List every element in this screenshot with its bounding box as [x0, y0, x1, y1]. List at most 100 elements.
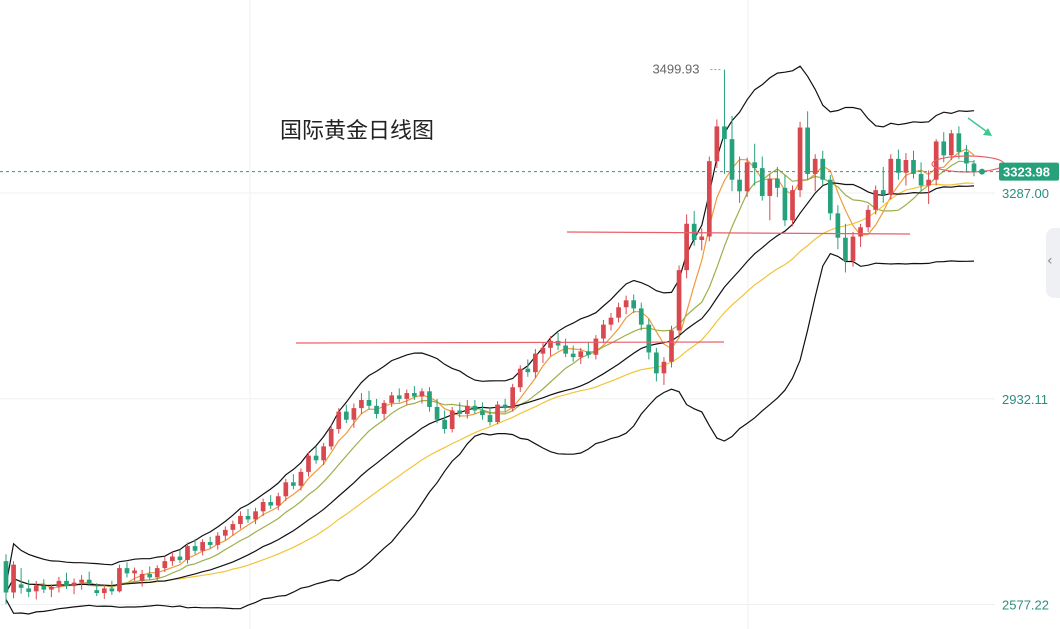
candle-body [896, 158, 901, 173]
candle-body [918, 173, 924, 186]
candle-body [328, 428, 334, 447]
candle-body [616, 307, 621, 318]
candle [177, 549, 183, 563]
bollinger-bands [5, 65, 975, 615]
candle [880, 166, 886, 203]
candle-body [654, 352, 659, 374]
candle [858, 223, 863, 247]
bollinger-lower-line [5, 252, 975, 615]
candle-body [71, 582, 77, 587]
support-line-upper [566, 231, 911, 235]
candle-body [26, 588, 32, 592]
candle [26, 579, 32, 598]
candle-body [827, 179, 833, 214]
candle [563, 338, 568, 358]
candle-body [775, 178, 780, 188]
candle-body [873, 190, 879, 210]
candle [548, 336, 553, 356]
candle [903, 153, 909, 186]
candle-body [858, 227, 863, 237]
candle-body [101, 588, 107, 594]
moving-average-lines [5, 148, 975, 593]
candle-body [752, 162, 758, 169]
candle-body [510, 387, 516, 409]
y-axis-labels: 3287.00 2932.11 2577.22 3323.98 [999, 162, 1059, 613]
candle [351, 403, 357, 428]
candle-body [623, 300, 629, 308]
candle-body [230, 524, 236, 530]
candle [343, 404, 349, 424]
candle [918, 162, 924, 192]
candle [578, 347, 584, 365]
candle [971, 160, 977, 177]
candle-body [903, 160, 909, 173]
candle-body [79, 579, 84, 583]
candle [714, 119, 720, 169]
candle [631, 294, 637, 314]
candle-body [366, 400, 372, 406]
candle-body [865, 209, 871, 228]
candle [298, 468, 304, 491]
candle-body [797, 127, 803, 191]
candle [109, 580, 115, 595]
candle [540, 343, 546, 363]
candle-body [812, 158, 818, 174]
candle-body [669, 330, 674, 362]
candle-body [464, 405, 470, 414]
candle [222, 526, 228, 541]
candle-body [941, 141, 947, 156]
candle [230, 520, 236, 536]
candle [517, 365, 523, 392]
candle-body [427, 391, 432, 407]
candle-body [843, 237, 848, 261]
candle-body [222, 529, 228, 536]
candle-body [593, 338, 599, 355]
candles [3, 69, 977, 605]
candle [654, 347, 659, 382]
candle-body [805, 127, 810, 174]
collapse-panel-button[interactable]: ‹ [1046, 228, 1060, 298]
chevron-left-icon: ‹ [1047, 253, 1053, 269]
candle [676, 265, 682, 337]
ma-slow-line [5, 182, 975, 593]
candle-body [139, 573, 145, 581]
candle [933, 139, 939, 186]
current-price-tag-text: 3323.98 [1003, 165, 1050, 180]
candle-body [729, 139, 735, 180]
candle [170, 551, 175, 566]
candle-body [442, 419, 447, 429]
candle-body [177, 556, 183, 561]
candle [865, 205, 871, 232]
candle-body [170, 556, 175, 562]
candle [525, 359, 531, 377]
ma-fast-line [5, 148, 975, 593]
candle [33, 580, 39, 600]
candle [782, 175, 788, 227]
candle-body [396, 395, 402, 399]
candle [767, 173, 773, 221]
candle-body [457, 410, 463, 414]
candle [374, 398, 379, 419]
candle [608, 313, 614, 331]
candle [593, 335, 599, 360]
candle [691, 211, 697, 246]
candle-body [94, 590, 100, 594]
candle-body [971, 163, 977, 172]
candle [427, 387, 432, 412]
candle [669, 325, 674, 368]
current-price-tag-bg [999, 162, 1059, 181]
candle-body [154, 568, 160, 578]
candle [64, 572, 69, 589]
candle [502, 398, 508, 412]
candle [260, 498, 266, 516]
candle [449, 406, 455, 433]
candle-body [359, 400, 364, 409]
candle [956, 126, 962, 159]
candle-body [374, 405, 379, 414]
candle-body [517, 368, 523, 388]
candle-body [548, 340, 553, 348]
candle-body [495, 404, 500, 423]
candle [268, 495, 274, 509]
bollinger-middle-line [5, 182, 975, 593]
